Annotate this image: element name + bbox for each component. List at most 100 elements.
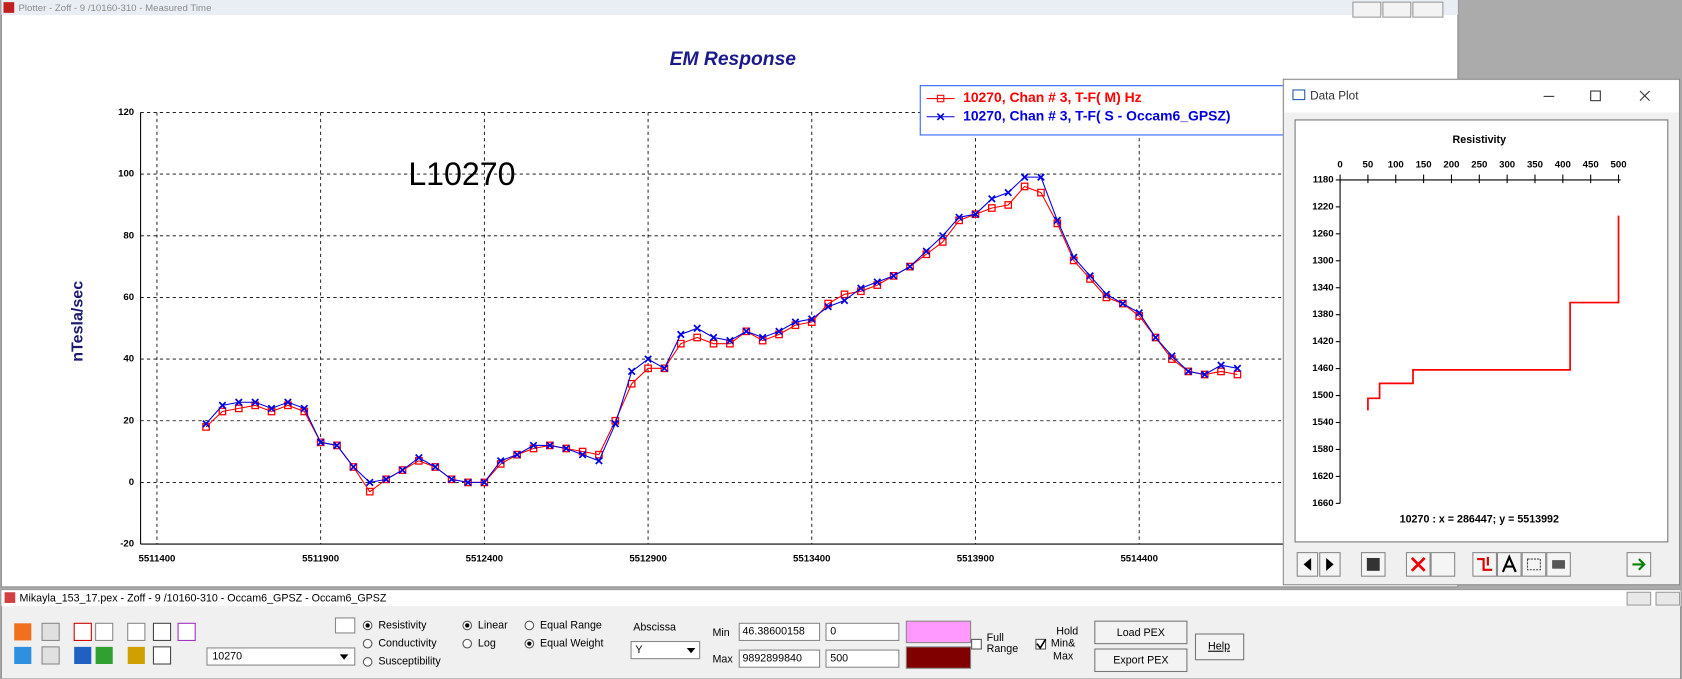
load-pex-button[interactable] — [1094, 620, 1188, 645]
point — [758, 333, 767, 342]
icon — [1632, 558, 1646, 571]
point — [398, 466, 407, 474]
x-tick-label: 450 — [1583, 159, 1599, 170]
x-tick-label: 200 — [1443, 159, 1459, 170]
tool-button[interactable] — [152, 622, 172, 641]
point — [546, 441, 554, 450]
restore-button[interactable] — [1655, 591, 1681, 606]
point — [1151, 333, 1160, 342]
tool-icons — [14, 622, 196, 665]
maximize-button[interactable] — [1590, 90, 1601, 102]
series-line — [205, 185, 1238, 493]
range-max-input[interactable] — [825, 649, 900, 668]
tool-button[interactable] — [14, 623, 32, 641]
app-icon — [3, 2, 15, 13]
icon — [1526, 558, 1541, 571]
point — [513, 450, 521, 459]
tool-button[interactable] — [177, 622, 196, 641]
point — [611, 420, 620, 428]
close-button[interactable] — [1639, 90, 1650, 102]
point — [447, 475, 456, 484]
tool-button[interactable] — [14, 646, 32, 665]
point — [447, 475, 456, 484]
range-min-input[interactable] — [825, 622, 900, 641]
point — [1086, 272, 1094, 280]
y-axis-label: nTesla/sec — [69, 281, 87, 362]
legend: 10270, Chan # 3, T-F( M) Hz 10270, Chan #… — [919, 85, 1291, 136]
y-tick-label: 60 — [123, 292, 134, 303]
grid-button[interactable] — [1521, 552, 1547, 577]
close-button[interactable] — [1412, 1, 1444, 18]
abscissa-label: Abscissa — [633, 621, 676, 633]
minimize-button[interactable] — [1352, 1, 1382, 18]
help-button[interactable] — [1194, 633, 1245, 661]
full-range-label: Range — [987, 643, 1019, 655]
min-value: 46.38600158 — [742, 626, 804, 638]
radio-button[interactable] — [462, 638, 473, 649]
chart-title: Resistivity — [1453, 134, 1507, 146]
min-input[interactable] — [738, 622, 821, 641]
spin-button[interactable] — [334, 617, 356, 634]
min-color-swatch[interactable] — [905, 620, 972, 644]
abscissa-select[interactable] — [630, 640, 701, 660]
tool-button[interactable] — [95, 646, 113, 665]
tool-button[interactable] — [41, 622, 60, 641]
point — [349, 463, 358, 471]
point — [398, 466, 407, 474]
point — [1200, 370, 1209, 379]
tool-button[interactable] — [73, 622, 92, 641]
point — [284, 398, 292, 407]
max-label: Max — [712, 654, 733, 666]
point — [333, 441, 341, 450]
point — [480, 478, 489, 487]
max-input[interactable] — [738, 649, 821, 668]
point — [644, 364, 652, 373]
point — [693, 324, 702, 333]
point — [218, 407, 227, 416]
full-range-checkbox[interactable] — [971, 638, 982, 650]
hold-checkbox[interactable] — [1035, 638, 1047, 650]
maximize-button[interactable] — [1382, 1, 1412, 18]
point — [660, 364, 669, 373]
full-range-label: Full — [987, 632, 1004, 644]
point — [1004, 201, 1013, 209]
tool-button[interactable] — [95, 622, 114, 641]
y-tick-label: -20 — [120, 539, 134, 550]
hold-label: Hold — [1056, 626, 1078, 638]
radio-groups: Resistivity Conductivity Susceptibility Lin… — [362, 619, 603, 668]
load-pex-label: Load PEX — [1117, 627, 1165, 639]
radio-button[interactable] — [524, 620, 535, 631]
point — [1020, 173, 1029, 182]
radio-button[interactable] — [362, 657, 373, 667]
point — [1004, 188, 1013, 197]
radio-label: Equal Range — [540, 619, 602, 631]
point — [906, 262, 914, 271]
point — [1184, 367, 1193, 376]
point — [415, 453, 423, 462]
radio-button[interactable] — [362, 638, 373, 649]
export-pex-button[interactable] — [1094, 648, 1188, 673]
point — [627, 379, 636, 388]
undo-button[interactable] — [1430, 552, 1456, 577]
tool-button[interactable] — [41, 646, 60, 665]
x-tick-label: 150 — [1416, 159, 1432, 170]
y-tick-label: 1460 — [1312, 363, 1333, 374]
point — [578, 450, 587, 459]
plot-panel — [1294, 119, 1669, 543]
point — [431, 463, 440, 471]
point — [1233, 364, 1242, 373]
line-select[interactable] — [206, 647, 356, 666]
window-controls — [1352, 1, 1444, 18]
max-color-swatch[interactable] — [905, 646, 972, 669]
tool-button[interactable] — [127, 622, 146, 641]
point — [807, 315, 816, 323]
point — [365, 478, 374, 487]
tool-button[interactable] — [74, 646, 92, 665]
minimize-button[interactable] — [1626, 591, 1652, 606]
tool-button[interactable] — [127, 646, 145, 665]
point — [1184, 367, 1193, 376]
point — [857, 284, 865, 292]
tool-button[interactable] — [152, 646, 172, 665]
x-tick-label: 300 — [1499, 159, 1515, 170]
toolbar — [1296, 552, 1652, 577]
